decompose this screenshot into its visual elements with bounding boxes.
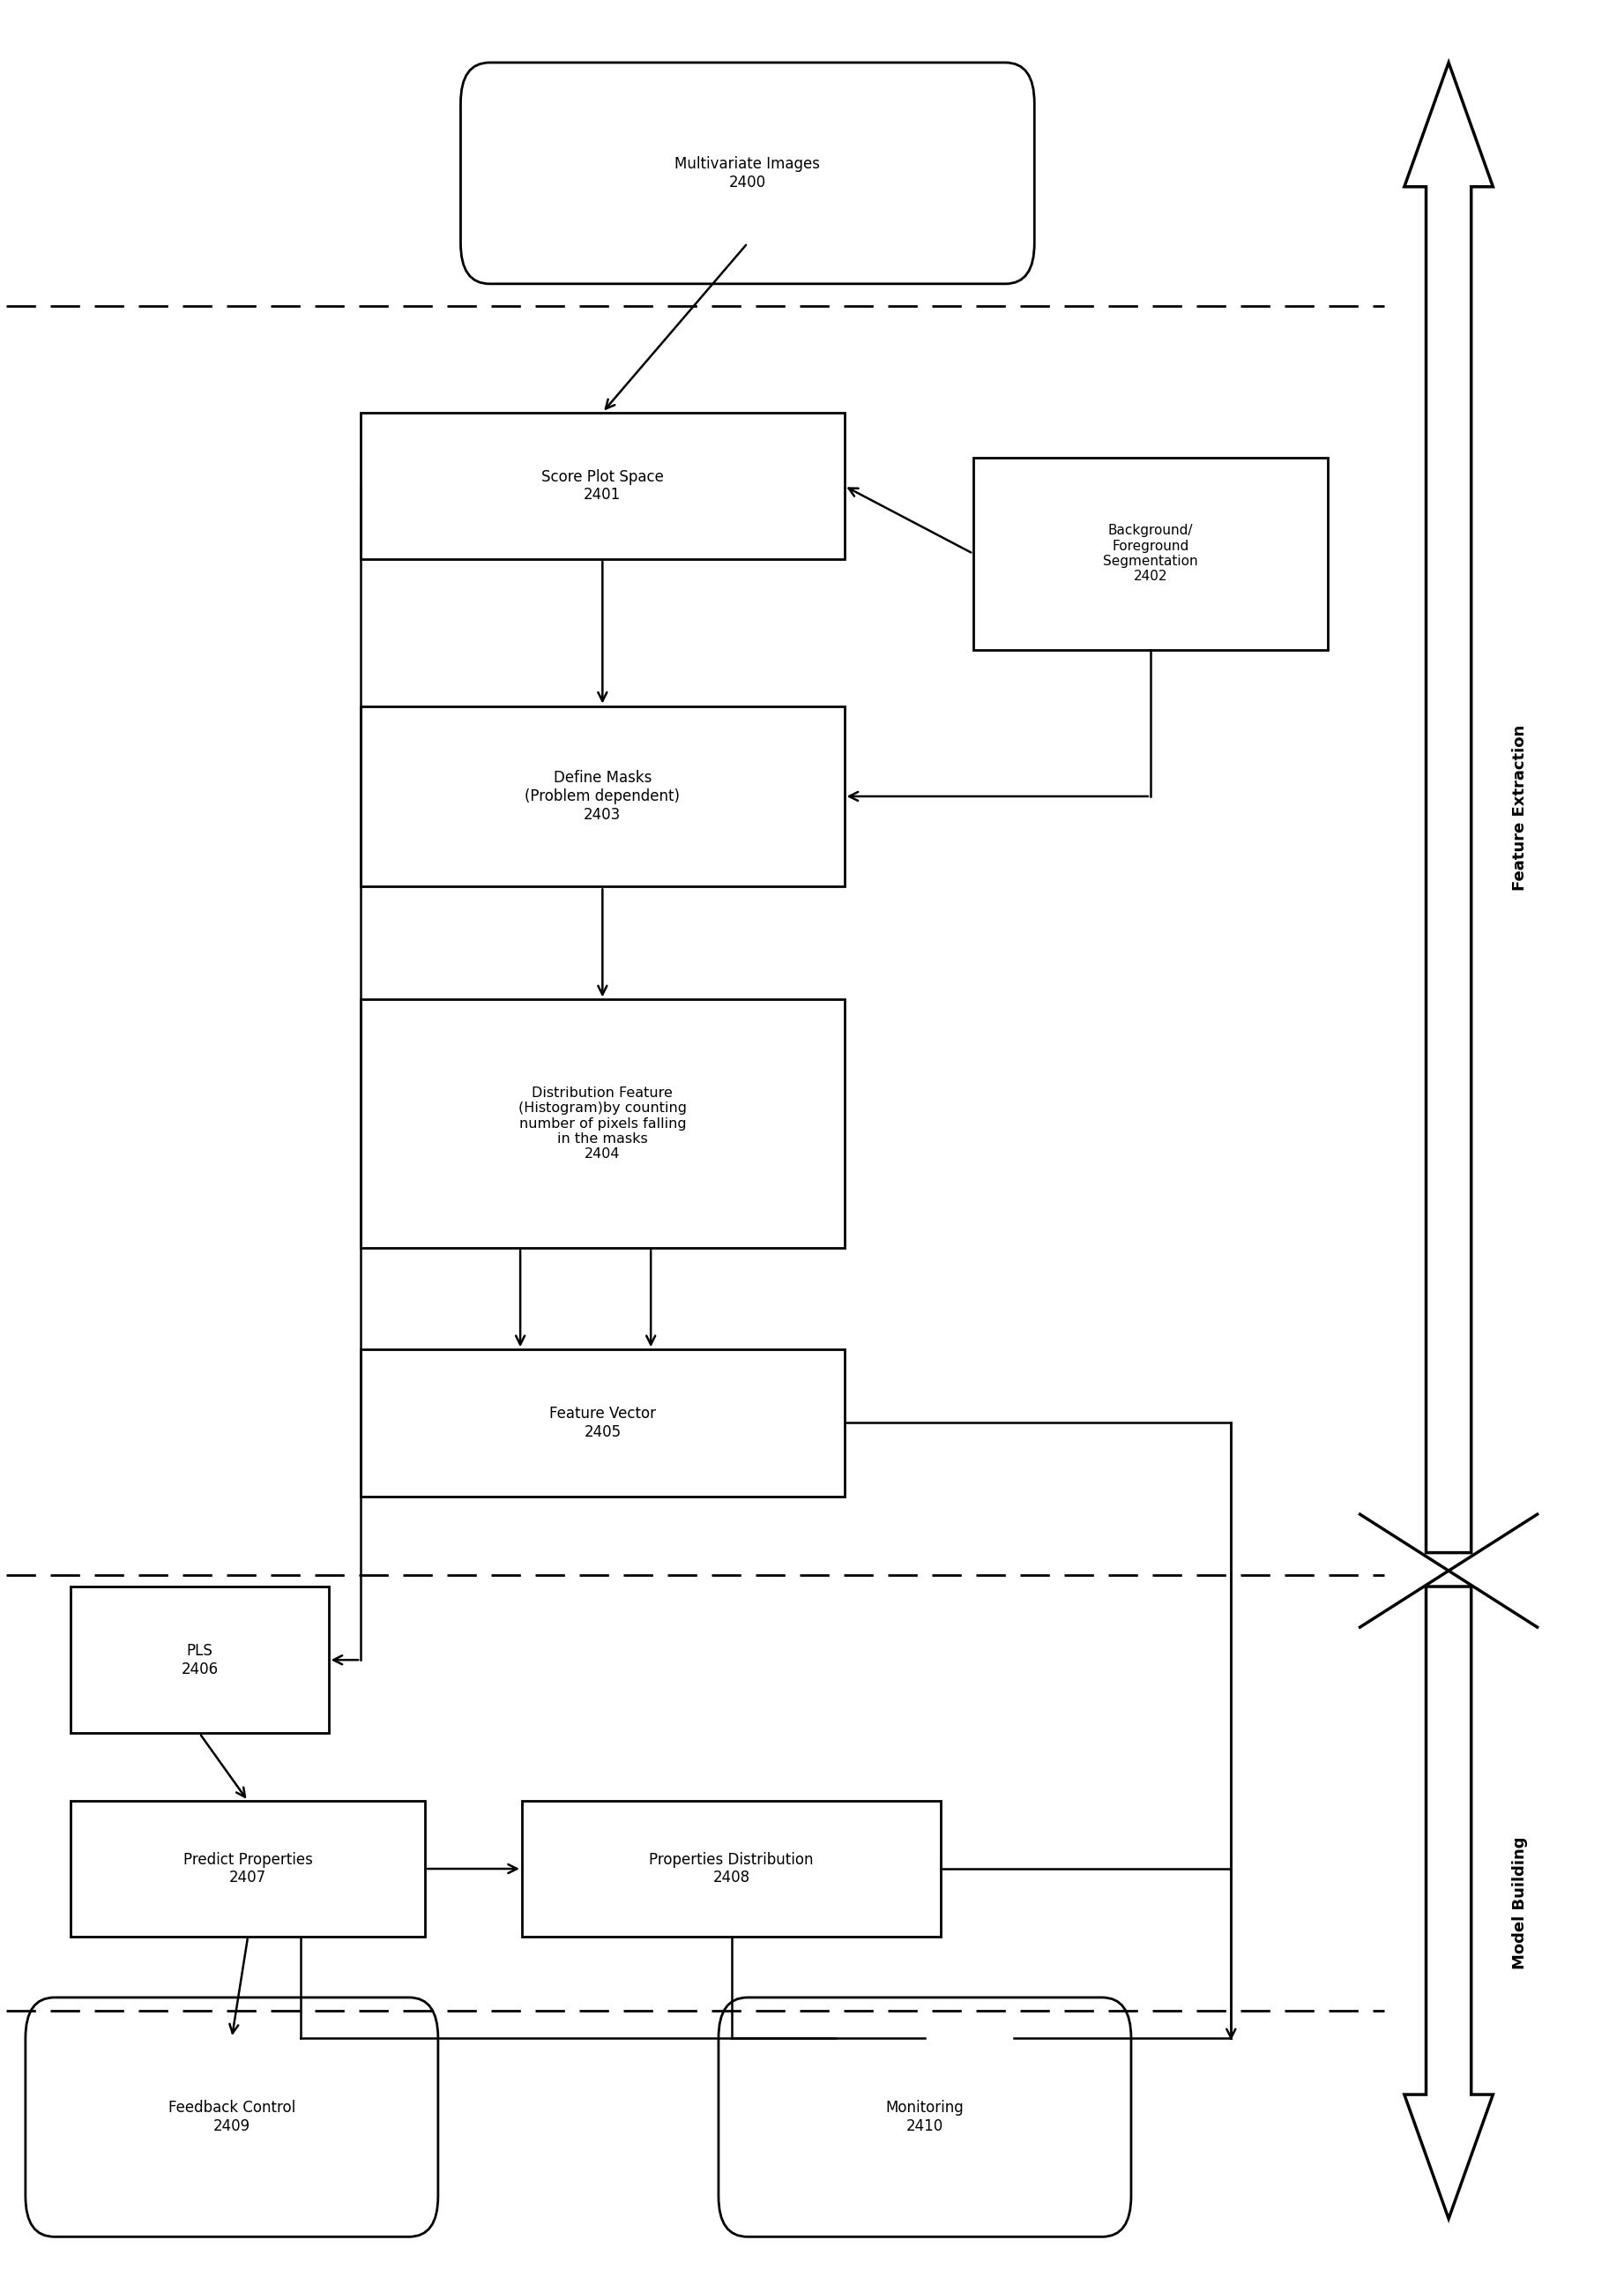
FancyBboxPatch shape xyxy=(361,999,844,1248)
FancyBboxPatch shape xyxy=(70,1800,425,1936)
FancyBboxPatch shape xyxy=(361,1348,844,1496)
FancyBboxPatch shape xyxy=(521,1800,940,1936)
Text: Distribution Feature
(Histogram)by counting
number of pixels falling
in the mask: Distribution Feature (Histogram)by count… xyxy=(518,1087,687,1160)
FancyBboxPatch shape xyxy=(973,459,1328,649)
Text: Feedback Control
2409: Feedback Control 2409 xyxy=(169,2100,296,2134)
FancyBboxPatch shape xyxy=(26,1998,438,2236)
Text: Monitoring
2410: Monitoring 2410 xyxy=(885,2100,965,2134)
Polygon shape xyxy=(1405,1587,1492,2218)
FancyBboxPatch shape xyxy=(361,413,844,558)
Polygon shape xyxy=(1405,64,1492,1553)
Text: Define Masks
(Problem dependent)
2403: Define Masks (Problem dependent) 2403 xyxy=(525,770,680,822)
FancyBboxPatch shape xyxy=(361,706,844,888)
Text: Feature Extraction: Feature Extraction xyxy=(1512,724,1528,890)
Text: Properties Distribution
2408: Properties Distribution 2408 xyxy=(650,1852,814,1886)
Text: Predict Properties
2407: Predict Properties 2407 xyxy=(184,1852,313,1886)
Text: Feature Vector
2405: Feature Vector 2405 xyxy=(549,1405,656,1439)
Text: Background/
Foreground
Segmentation
2402: Background/ Foreground Segmentation 2402 xyxy=(1103,524,1199,583)
FancyBboxPatch shape xyxy=(70,1587,328,1734)
FancyBboxPatch shape xyxy=(718,1998,1132,2236)
Text: Multivariate Images
2400: Multivariate Images 2400 xyxy=(676,157,820,191)
Text: Score Plot Space
2401: Score Plot Space 2401 xyxy=(541,470,664,504)
Text: Model Building: Model Building xyxy=(1512,1836,1528,1968)
Text: PLS
2406: PLS 2406 xyxy=(180,1643,218,1678)
FancyBboxPatch shape xyxy=(461,64,1034,284)
